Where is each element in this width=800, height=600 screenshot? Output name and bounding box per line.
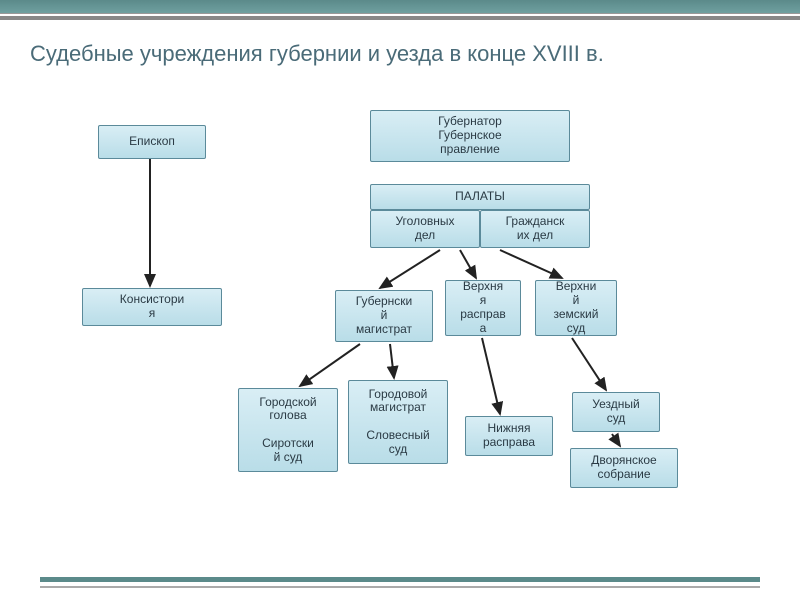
footer-bar-2 [40, 586, 760, 588]
box-palaty-ugolovnyh: Уголовныхдел [370, 210, 480, 248]
slide-title: Судебные учреждения губернии и уезда в к… [30, 40, 604, 69]
footer-bar [40, 577, 760, 582]
box-uezdny-sud: Уездныйсуд [572, 392, 660, 432]
box-dvoryanskoe-sobranie: Дворянскоесобрание [570, 448, 678, 488]
box-verhnyaya-rasprava: Верхняярасправа [445, 280, 521, 336]
box-gorodovoy-magistrat: ГородовоймагистратСловесныйсуд [348, 380, 448, 464]
box-verhny-zemsky-sud: Верхнийземскийсуд [535, 280, 617, 336]
box-palaty-grazhdanskih: Гражданских дел [480, 210, 590, 248]
box-palaty-head: ПАЛАТЫ [370, 184, 590, 210]
sub-bar [0, 16, 800, 20]
box-gubernsky-magistrat: Губернскиймагистрат [335, 290, 433, 342]
top-bar [0, 0, 800, 14]
box-konsistoriya: Консистория [82, 288, 222, 326]
box-gubernator: ГубернаторГубернскоеправление [370, 110, 570, 162]
box-gorodskoy-golova: ГородскойголоваСиротский суд [238, 388, 338, 472]
box-episkop: Епископ [98, 125, 206, 159]
box-nizhnyaya-rasprava: Нижняярасправа [465, 416, 553, 456]
